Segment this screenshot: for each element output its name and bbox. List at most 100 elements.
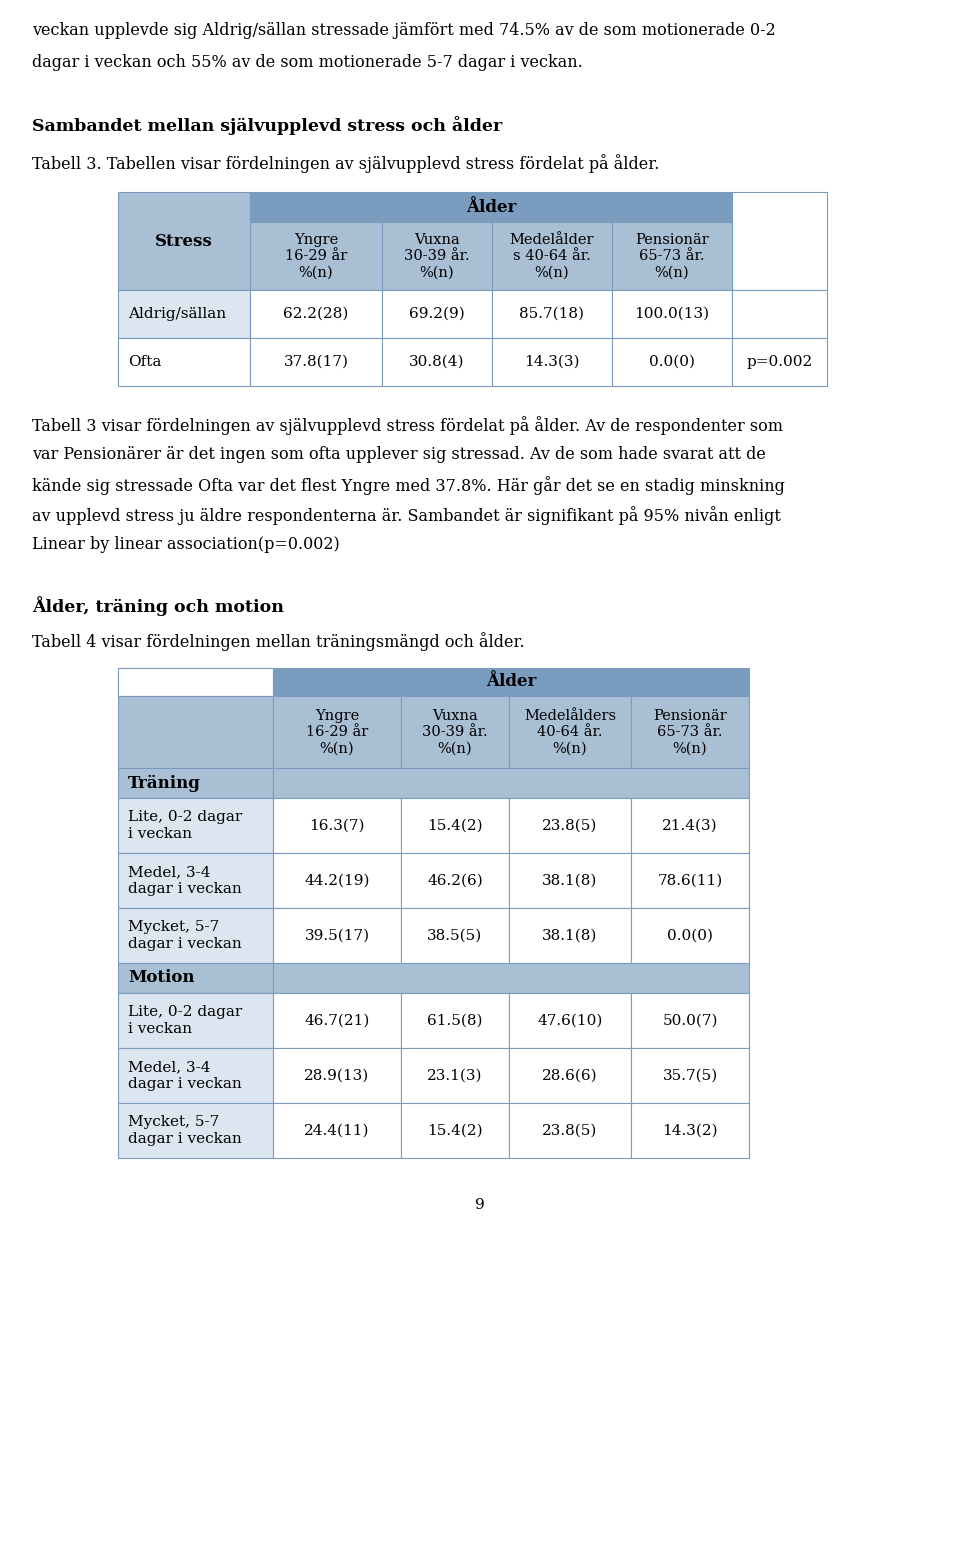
Text: Yngre
16-29 år
%(n): Yngre 16-29 år %(n) [306, 709, 368, 756]
Bar [118, 1103, 273, 1158]
Bar [273, 798, 401, 854]
Bar [631, 798, 749, 854]
Text: kände sig stressade Ofta var det flest Yngre med 37.8%. Här går det se en stadig: kände sig stressade Ofta var det flest Y… [32, 476, 785, 495]
Text: dagar i veckan och 55% av de som motionerade 5-7 dagar i veckan.: dagar i veckan och 55% av de som motione… [32, 54, 583, 71]
Bar [732, 192, 827, 290]
Bar [250, 338, 382, 386]
Text: 61.5(8): 61.5(8) [427, 1013, 483, 1027]
Bar [118, 695, 273, 768]
Text: 0.0(0): 0.0(0) [667, 928, 713, 942]
Bar [631, 1048, 749, 1103]
Text: 38.1(8): 38.1(8) [542, 928, 598, 942]
Text: 0.0(0): 0.0(0) [649, 355, 695, 369]
Bar [118, 962, 273, 993]
Bar [382, 222, 492, 290]
Text: 23.8(5): 23.8(5) [542, 818, 598, 832]
Bar [401, 993, 509, 1048]
Bar [631, 854, 749, 908]
Bar [631, 993, 749, 1048]
Text: Ålder: Ålder [466, 199, 516, 216]
Text: 30.8(4): 30.8(4) [409, 355, 465, 369]
Text: 39.5(17): 39.5(17) [304, 928, 370, 942]
Text: 47.6(10): 47.6(10) [538, 1013, 603, 1027]
Text: Tabell 3 visar fördelningen av självupplevd stress fördelat på ålder. Av de resp: Tabell 3 visar fördelningen av självuppl… [32, 416, 783, 435]
Text: 23.1(3): 23.1(3) [427, 1068, 483, 1082]
Bar [401, 798, 509, 854]
Text: 62.2(28): 62.2(28) [283, 307, 348, 321]
Bar [509, 695, 631, 768]
Text: Pensionär
65-73 år.
%(n): Pensionär 65-73 år. %(n) [653, 709, 727, 756]
Text: p=0.002: p=0.002 [746, 355, 812, 369]
Bar [118, 338, 250, 386]
Text: 24.4(11): 24.4(11) [304, 1124, 370, 1138]
Bar [612, 222, 732, 290]
Text: 14.3(3): 14.3(3) [524, 355, 580, 369]
Bar [118, 798, 273, 854]
Bar [492, 290, 612, 338]
Text: veckan upplevde sig Aldrig/sällan stressade jämfört med 74.5% av de som motioner: veckan upplevde sig Aldrig/sällan stress… [32, 22, 776, 39]
Text: 28.9(13): 28.9(13) [304, 1068, 370, 1082]
Bar [401, 695, 509, 768]
Text: Medelålders
40-64 år.
%(n): Medelålders 40-64 år. %(n) [524, 709, 616, 756]
Text: 28.6(6): 28.6(6) [542, 1068, 598, 1082]
Text: Lite, 0-2 dagar
i veckan: Lite, 0-2 dagar i veckan [128, 810, 242, 841]
Bar [118, 768, 273, 798]
Bar [631, 695, 749, 768]
Text: 38.1(8): 38.1(8) [542, 874, 598, 888]
Bar [118, 192, 250, 290]
Bar [509, 1103, 631, 1158]
Text: 15.4(2): 15.4(2) [427, 818, 483, 832]
Bar [273, 908, 401, 962]
Bar [732, 290, 827, 338]
Bar [401, 1048, 509, 1103]
Bar [118, 667, 273, 695]
Bar [509, 798, 631, 854]
Text: Mycket, 5-7
dagar i veckan: Mycket, 5-7 dagar i veckan [128, 1116, 242, 1145]
Text: 46.7(21): 46.7(21) [304, 1013, 370, 1027]
Bar [631, 1103, 749, 1158]
Text: Medel, 3-4
dagar i veckan: Medel, 3-4 dagar i veckan [128, 866, 242, 896]
Bar [382, 338, 492, 386]
Bar [118, 993, 273, 1048]
Text: 46.2(6): 46.2(6) [427, 874, 483, 888]
Text: 69.2(9): 69.2(9) [409, 307, 465, 321]
Bar [612, 290, 732, 338]
Bar [273, 993, 401, 1048]
Text: 38.5(5): 38.5(5) [427, 928, 483, 942]
Bar [273, 667, 749, 695]
Bar [401, 854, 509, 908]
Bar [273, 962, 749, 993]
Text: Vuxna
30-39 år.
%(n): Vuxna 30-39 år. %(n) [404, 233, 469, 279]
Text: 16.3(7): 16.3(7) [309, 818, 365, 832]
Text: av upplevd stress ju äldre respondenterna är. Sambandet är signifikant på 95% ni: av upplevd stress ju äldre respondentern… [32, 506, 780, 525]
Text: Yngre
16-29 år
%(n): Yngre 16-29 år %(n) [285, 233, 348, 279]
Text: Mycket, 5-7
dagar i veckan: Mycket, 5-7 dagar i veckan [128, 920, 242, 950]
Text: Motion: Motion [128, 970, 195, 987]
Bar [273, 1103, 401, 1158]
Text: Aldrig/sällan: Aldrig/sällan [128, 307, 227, 321]
Bar [492, 222, 612, 290]
Text: 85.7(18): 85.7(18) [519, 307, 585, 321]
Bar [118, 1048, 273, 1103]
Bar [612, 338, 732, 386]
Text: 15.4(2): 15.4(2) [427, 1124, 483, 1138]
Text: Ålder: Ålder [486, 674, 537, 691]
Text: 50.0(7): 50.0(7) [662, 1013, 718, 1027]
Text: 35.7(5): 35.7(5) [662, 1068, 718, 1082]
Text: Ofta: Ofta [128, 355, 161, 369]
Text: 9: 9 [475, 1198, 485, 1212]
Bar [118, 908, 273, 962]
Text: Pensionär
65-73 år.
%(n): Pensionär 65-73 år. %(n) [636, 233, 708, 279]
Bar [273, 695, 401, 768]
Bar [509, 908, 631, 962]
Text: 21.4(3): 21.4(3) [662, 818, 718, 832]
Bar [250, 222, 382, 290]
Text: Stress: Stress [156, 233, 213, 250]
Bar [273, 768, 749, 798]
Text: 78.6(11): 78.6(11) [658, 874, 723, 888]
Text: Lite, 0-2 dagar
i veckan: Lite, 0-2 dagar i veckan [128, 1006, 242, 1035]
Bar [273, 854, 401, 908]
Text: var Pensionärer är det ingen som ofta upplever sig stressad. Av de som hade svar: var Pensionärer är det ingen som ofta up… [32, 445, 766, 462]
Text: Träning: Träning [128, 774, 201, 792]
Text: Tabell 4 visar fördelningen mellan träningsmängd och ålder.: Tabell 4 visar fördelningen mellan träni… [32, 632, 524, 650]
